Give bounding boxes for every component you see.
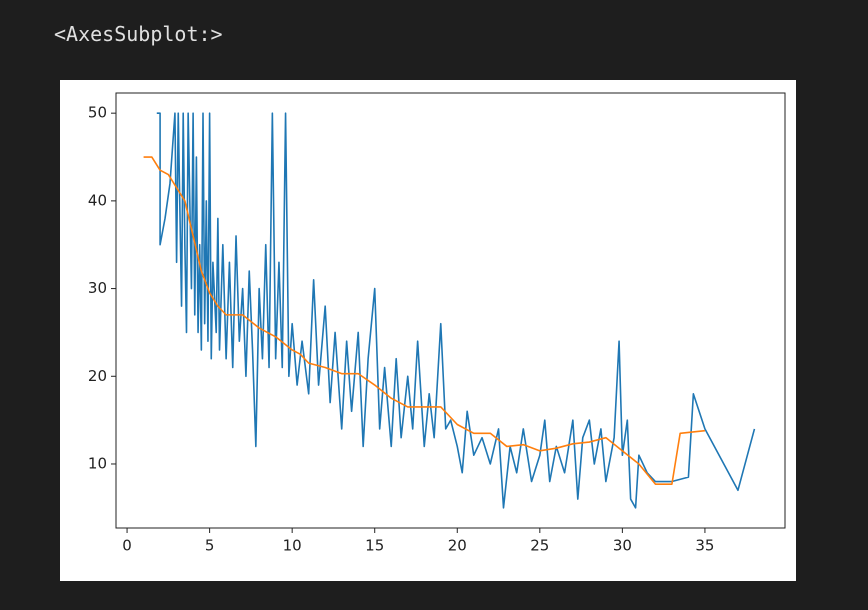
- y-tick-label: 50: [88, 104, 107, 122]
- x-tick-label: 10: [283, 537, 302, 555]
- y-tick-label: 30: [88, 279, 107, 297]
- figure-background: [60, 80, 796, 581]
- x-tick-label: 35: [695, 537, 714, 555]
- y-tick-label: 40: [88, 191, 107, 209]
- line: [143, 156, 706, 485]
- y-tick-label: 20: [88, 367, 107, 385]
- axes-frame: [115, 92, 786, 529]
- y-tick-label: 10: [88, 454, 107, 472]
- x-tick-label: 25: [530, 537, 549, 555]
- x-tick-label: 30: [613, 537, 632, 555]
- line: [156, 112, 756, 509]
- x-tick-label: 20: [448, 537, 467, 555]
- x-tick-label: 5: [205, 537, 215, 555]
- x-tick-label: 15: [365, 537, 384, 555]
- output-label: <AxesSubplot:>: [54, 22, 223, 46]
- x-tick-label: 0: [122, 537, 132, 555]
- chart: 0 5 10 15 20 25 30 35 10 20 30 40 50: [60, 80, 796, 581]
